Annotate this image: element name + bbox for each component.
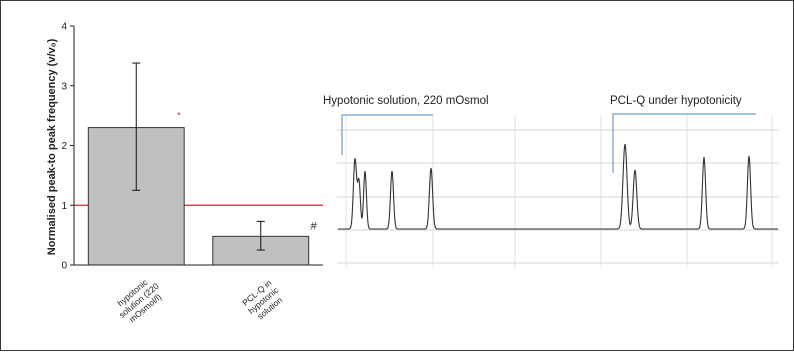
annotation-bracket-hypotonic bbox=[341, 114, 433, 155]
trace-grid bbox=[337, 115, 779, 267]
x-axis: hypotonicsolution (220mOsmol/l) PCL-Q inh… bbox=[74, 264, 323, 327]
significance-marker-2: # bbox=[311, 220, 318, 232]
y-tick-label-0: 0 bbox=[61, 261, 67, 272]
annotation-bracket-pclq bbox=[612, 113, 756, 173]
y-axis-label: Normalised peak-to peak frequency (v/v₀) bbox=[46, 38, 58, 255]
y-tick-label-2: 2 bbox=[61, 141, 67, 152]
y-tick-label-4: 4 bbox=[61, 22, 67, 33]
y-tick-label-3: 3 bbox=[61, 81, 67, 92]
y-tick-label-1: 1 bbox=[61, 201, 67, 212]
annotation-hypotonic: Hypotonic solution, 220 mOsmol bbox=[323, 95, 489, 107]
x-tick-label-2: PCL-Q inhypotonicsolution bbox=[240, 277, 288, 324]
significance-marker-1: * bbox=[177, 111, 181, 121]
bars-group: *# bbox=[87, 111, 318, 266]
annotation-pclq: PCL-Q under hypotonicity bbox=[610, 95, 742, 107]
y-axis: 0 1 2 3 4 bbox=[61, 22, 75, 272]
trace-line bbox=[338, 143, 778, 230]
trace-lines bbox=[338, 143, 778, 230]
trace-panel: Hypotonic solution, 220 mOsmol PCL-Q und… bbox=[323, 95, 779, 267]
trace-annotations: Hypotonic solution, 220 mOsmol PCL-Q und… bbox=[323, 95, 756, 173]
x-tick-label-1: hypotonicsolution (220mOsmol/l) bbox=[110, 273, 167, 327]
error-bars-group bbox=[132, 62, 265, 251]
